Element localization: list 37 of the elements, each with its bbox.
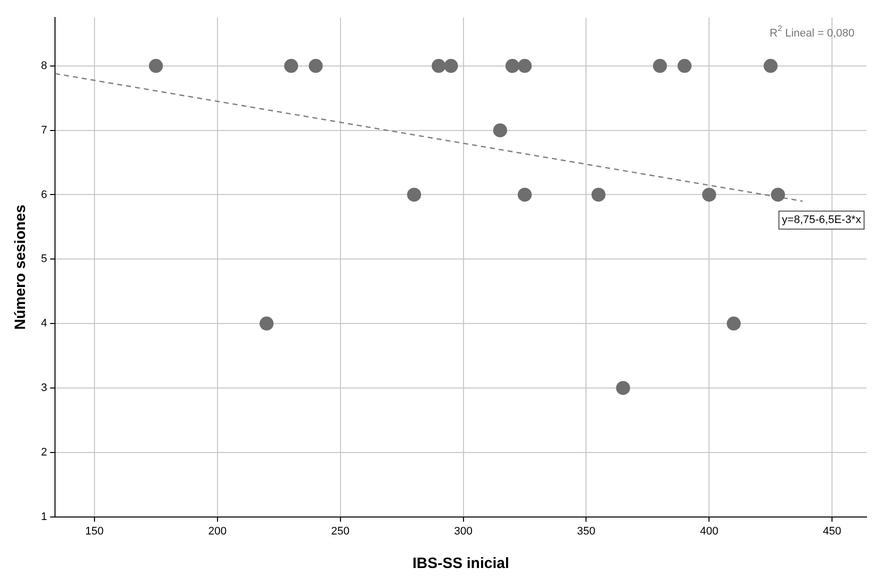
x-tick-label: 350 (577, 525, 596, 538)
point (592, 188, 606, 202)
x-tick-label: 250 (331, 525, 350, 538)
x-axis-title: IBS-SS inicial (412, 555, 510, 572)
point (407, 188, 422, 202)
x-tick-label: 150 (85, 525, 104, 538)
point (770, 188, 785, 202)
x-tick-label: 200 (208, 525, 227, 538)
x-tick-label: 450 (822, 525, 842, 538)
y-tick-label: 1 (40, 510, 48, 523)
x-tick-label: 400 (700, 525, 718, 538)
point (518, 188, 532, 202)
y-tick-label: 8 (40, 60, 48, 72)
point (308, 58, 323, 73)
y-tick-label: 5 (40, 253, 48, 266)
y-tick-label: 6 (40, 188, 48, 201)
point (678, 58, 692, 73)
y-tick-label: 4 (40, 318, 48, 330)
point (432, 58, 446, 73)
annotation: y=8,75-6,5E-3*x (782, 214, 862, 226)
point (505, 58, 520, 73)
point (652, 58, 667, 73)
y-tick-label: 2 (40, 446, 48, 458)
point (493, 123, 508, 138)
point (764, 58, 778, 73)
point (284, 58, 298, 73)
y-tick-label: 7 (40, 124, 48, 136)
point (260, 316, 274, 331)
point (444, 58, 458, 73)
point (616, 380, 630, 395)
y-axis-title: Número sesiones (12, 204, 30, 330)
y-tick-label: 3 (40, 382, 48, 394)
point (726, 316, 741, 331)
point (518, 58, 532, 73)
point (148, 58, 163, 73)
point (702, 188, 716, 202)
x-tick-label: 300 (454, 525, 472, 538)
